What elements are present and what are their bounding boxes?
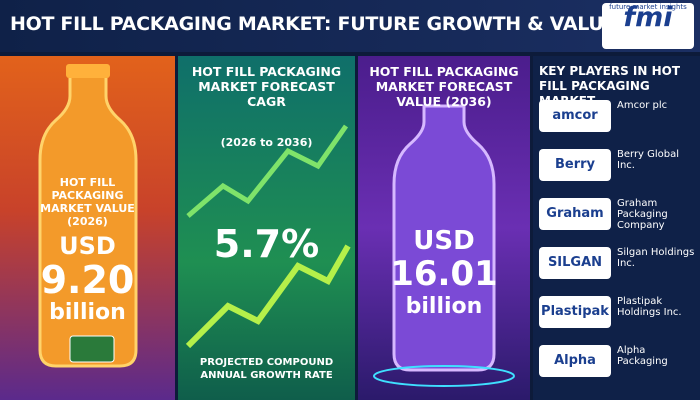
value: 16.01 bbox=[390, 254, 498, 294]
player: Berry Berry Global Inc. bbox=[539, 147, 695, 185]
player-logo: amcor bbox=[539, 100, 611, 132]
player-logo: Graham bbox=[539, 198, 611, 230]
player-logo: Alpha bbox=[539, 345, 611, 377]
player-name: Plastipak Holdings Inc. bbox=[617, 296, 682, 318]
bottle-illustration bbox=[373, 104, 515, 387]
player-name: Alpha Packaging bbox=[617, 345, 668, 367]
header: HOT FILL PACKAGING MARKET: FUTURE GROWTH… bbox=[0, 0, 700, 52]
panel-title: HOT FILL PACKAGING MARKET FORECAST VALUE… bbox=[369, 64, 519, 109]
logo-text: future market insights bbox=[609, 3, 687, 11]
player-name: Graham Packaging Company bbox=[617, 198, 668, 231]
caption: PROJECTED COMPOUND ANNUAL GROWTH RATE bbox=[199, 357, 334, 381]
player: amcor Amcor plc bbox=[539, 98, 695, 136]
currency: USD bbox=[413, 226, 475, 256]
player-name: Silgan Holdings Inc. bbox=[617, 247, 695, 269]
cagr-panel: HOT FILL PACKAGING MARKET FORECAST CAGR … bbox=[178, 56, 355, 400]
logo-mark: fmi bbox=[623, 2, 673, 33]
panel-title: HOT FILL PACKAGING MARKET FORECAST CAGR bbox=[191, 64, 342, 109]
value: 9.20 bbox=[40, 258, 135, 302]
panel-title: HOT FILL PACKAGING MARKET VALUE (2026) bbox=[40, 176, 135, 228]
value: 5.7% bbox=[213, 222, 320, 266]
player-name: Amcor plc bbox=[617, 100, 668, 111]
player: Graham Graham Packaging Company bbox=[539, 196, 695, 234]
currency: USD bbox=[59, 232, 116, 260]
growth-arrows bbox=[185, 124, 351, 349]
player-logo: SILGAN bbox=[539, 247, 611, 279]
player: Alpha Alpha Packaging bbox=[539, 343, 695, 381]
unit: billion bbox=[49, 300, 126, 325]
player: Plastipak Plastipak Holdings Inc. bbox=[539, 294, 695, 332]
period: (2026 to 2036) bbox=[220, 136, 313, 149]
player: SILGAN Silgan Holdings Inc. bbox=[539, 245, 695, 283]
forecast-value-panel: HOT FILL PACKAGING MARKET FORECAST VALUE… bbox=[358, 56, 530, 400]
header-title: HOT FILL PACKAGING MARKET: FUTURE GROWTH… bbox=[10, 13, 617, 35]
unit: billion bbox=[405, 294, 483, 319]
player-logo: Plastipak bbox=[539, 296, 611, 328]
bottle-illustration bbox=[38, 64, 138, 368]
player-logo: Berry bbox=[539, 149, 611, 181]
current-value-panel: HOT FILL PACKAGING MARKET VALUE (2026) U… bbox=[0, 56, 175, 400]
logo: fmi future market insights bbox=[602, 3, 694, 49]
player-name: Berry Global Inc. bbox=[617, 149, 680, 171]
key-players-panel: KEY PLAYERS IN HOT FILL PACKAGING MARKET… bbox=[533, 56, 700, 400]
